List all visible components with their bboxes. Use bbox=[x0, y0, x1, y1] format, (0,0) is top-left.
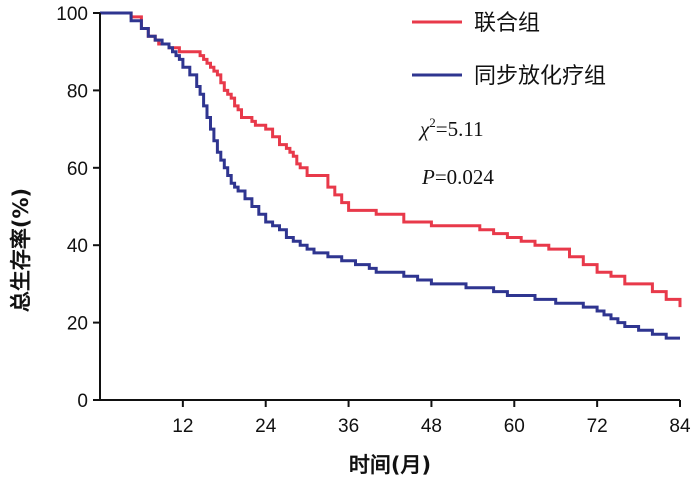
x-tick-label: 60 bbox=[504, 416, 525, 437]
x-tick-label: 84 bbox=[669, 416, 691, 437]
legend-label-chemoradiotherapy: 同步放化疗组 bbox=[474, 64, 606, 89]
statistics: χ2=5.11 P=0.024 bbox=[418, 115, 494, 189]
y-tick-label: 80 bbox=[67, 81, 88, 102]
p-symbol: P bbox=[421, 165, 435, 189]
y-tick-label: 20 bbox=[67, 314, 88, 335]
series-line-combined bbox=[100, 11, 682, 308]
x-axis-ticks: 12 24 36 48 60 72 84 bbox=[172, 400, 691, 437]
x-tick-label: 36 bbox=[338, 416, 359, 437]
chi-superscript: 2 bbox=[429, 115, 436, 130]
x-axis-title: 时间(月) bbox=[349, 453, 431, 477]
y-tick-label: 60 bbox=[67, 159, 88, 180]
chi-value: =5.11 bbox=[436, 117, 484, 141]
p-value: =0.024 bbox=[435, 165, 495, 189]
y-tick-label: 0 bbox=[77, 391, 88, 412]
y-tick-label: 100 bbox=[56, 4, 88, 25]
y-tick-label: 40 bbox=[67, 236, 88, 257]
legend-label-combined: 联合组 bbox=[474, 11, 540, 36]
x-tick-label: 48 bbox=[421, 416, 442, 437]
x-tick-label: 24 bbox=[255, 416, 277, 437]
series-line-chemoradiotherapy bbox=[100, 11, 680, 340]
p-value-stat: P=0.024 bbox=[421, 165, 494, 189]
x-tick-label: 72 bbox=[587, 416, 608, 437]
chi-square-stat: χ2=5.11 bbox=[418, 115, 484, 141]
legend: 联合组 同步放化疗组 bbox=[412, 11, 606, 89]
y-axis-ticks: 0 20 40 60 80 100 bbox=[56, 4, 100, 412]
chi-symbol: χ bbox=[418, 117, 430, 141]
y-axis-title: 总生存率(%) bbox=[9, 188, 33, 312]
x-tick-label: 12 bbox=[172, 416, 193, 437]
series-layer bbox=[100, 11, 682, 340]
